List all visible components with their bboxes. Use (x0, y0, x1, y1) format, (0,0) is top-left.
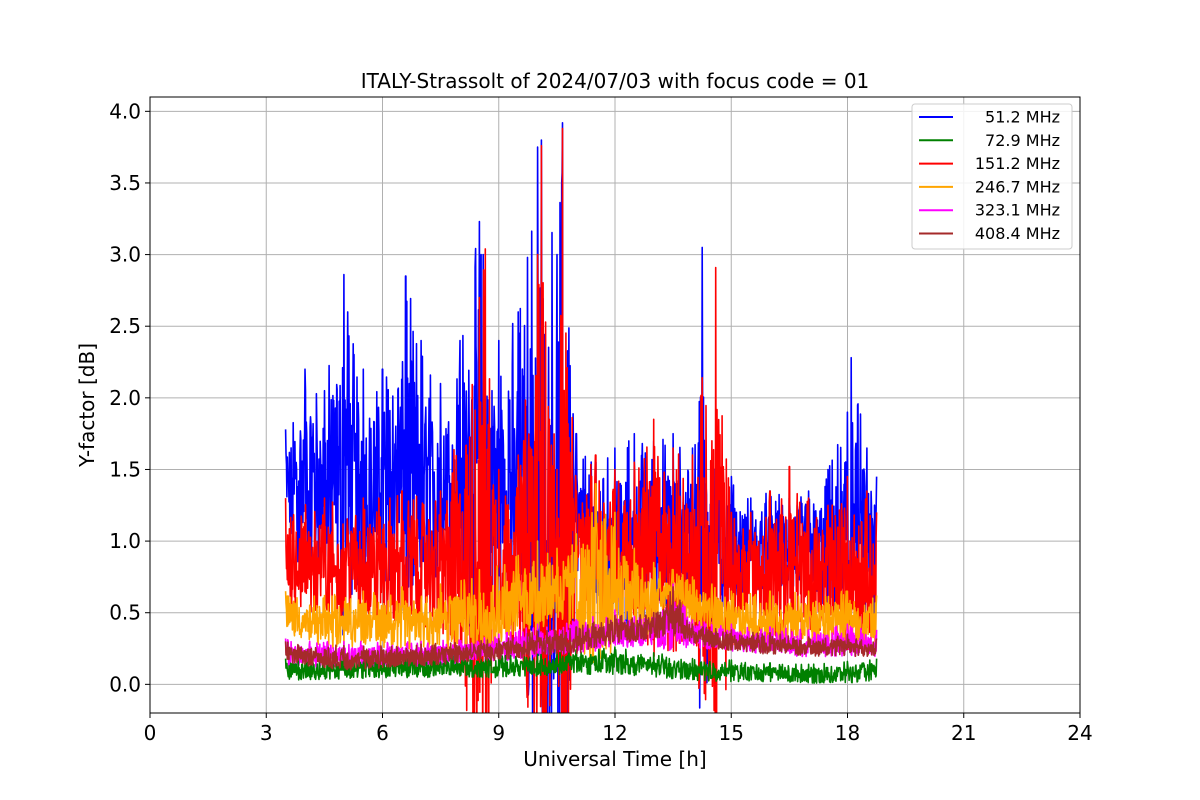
legend-label: 246.7 MHz (975, 177, 1060, 196)
legend-label: 323.1 MHz (975, 201, 1060, 220)
x-tick-label: 21 (951, 721, 976, 745)
chart-title: ITALY-Strassolt of 2024/07/03 with focus… (361, 69, 870, 93)
x-tick-label: 9 (492, 721, 505, 745)
series-line-51-2-mhz (284, 122, 878, 713)
legend-label: 72.9 MHz (985, 131, 1060, 150)
x-tick-label: 24 (1067, 721, 1092, 745)
y-axis-ticks: 0.0 0.5 1.0 1.5 2.0 2.5 3.0 3.5 4.0 (109, 99, 150, 696)
x-axis-ticks: 0 3 6 9 12 15 18 21 24 (144, 713, 1093, 745)
x-tick-label: 0 (144, 721, 157, 745)
x-tick-label: 18 (835, 721, 860, 745)
y-tick-label: 3.0 (109, 243, 141, 267)
series-line-246-7-mhz (284, 483, 878, 664)
legend-label: 151.2 MHz (975, 154, 1060, 173)
y-axis-label: Y-factor [dB] (75, 343, 99, 468)
x-tick-label: 6 (376, 721, 389, 745)
legend-label: 51.2 MHz (985, 108, 1060, 127)
y-tick-label: 1.5 (109, 457, 141, 481)
y-tick-label: 4.0 (109, 99, 141, 123)
y-tick-label: 0.5 (109, 601, 141, 625)
x-axis-label: Universal Time [h] (523, 747, 706, 771)
legend-label: 408.4 MHz (975, 224, 1060, 243)
series-layer (284, 122, 878, 713)
y-tick-label: 2.0 (109, 386, 141, 410)
series-line-408-4-mhz (284, 586, 878, 671)
x-tick-label: 3 (260, 721, 273, 745)
x-tick-label: 15 (719, 721, 744, 745)
x-tick-label: 12 (602, 721, 627, 745)
y-tick-label: 2.5 (109, 314, 141, 338)
legend: 51.2 MHz 72.9 MHz 151.2 MHz 246.7 MHz 323.1 … (911, 103, 1073, 250)
y-tick-label: 0.0 (109, 672, 141, 696)
y-tick-label: 1.0 (109, 529, 141, 553)
y-tick-label: 3.5 (109, 171, 141, 195)
